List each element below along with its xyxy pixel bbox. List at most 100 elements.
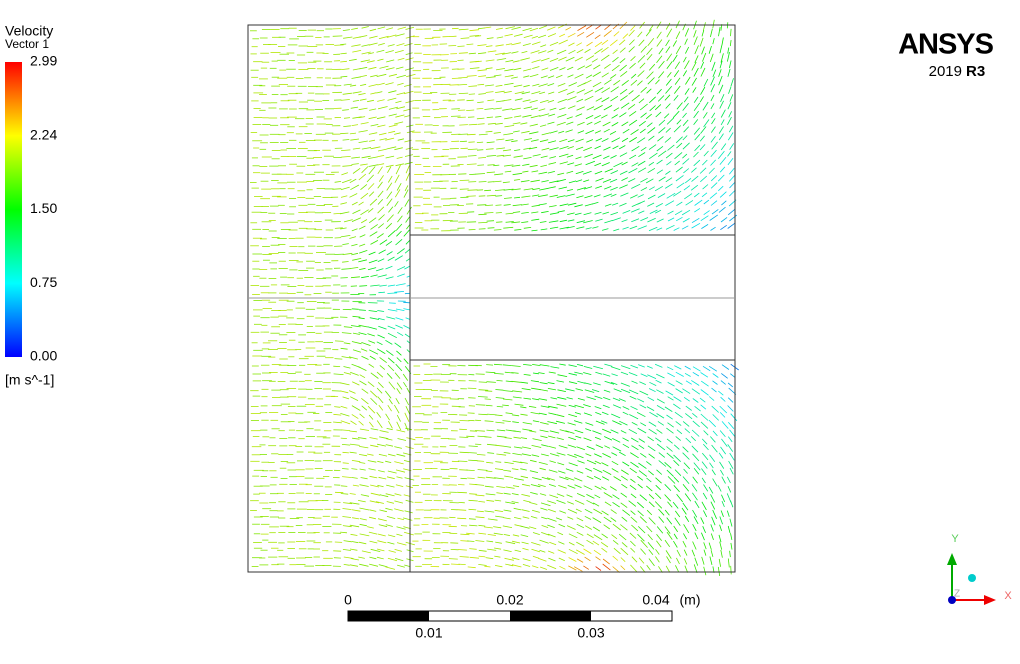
velocity-vector [404, 154, 413, 157]
velocity-vector [469, 524, 478, 527]
velocity-vector [386, 214, 394, 222]
velocity-vector [693, 119, 699, 125]
velocity-vector [368, 116, 377, 120]
velocity-vector [385, 82, 394, 86]
velocity-vector [457, 45, 465, 47]
velocity-vector [682, 142, 690, 150]
velocity-vector [710, 175, 718, 182]
velocity-vector [656, 55, 663, 63]
velocity-vector [351, 156, 361, 159]
velocity-vector [683, 468, 688, 474]
velocity-vector [540, 75, 548, 79]
velocity-vector [721, 373, 728, 379]
velocity-vector [613, 79, 621, 86]
velocity-vector [640, 548, 647, 555]
velocity-vector [468, 85, 478, 87]
velocity-vector [565, 476, 575, 481]
velocity-vector [612, 145, 619, 150]
velocity-vector [657, 95, 665, 102]
velocity-vector [378, 476, 387, 480]
velocity-vector [682, 502, 689, 511]
velocity-vector [359, 518, 367, 521]
velocity-vector [549, 226, 559, 229]
velocity-vector [504, 74, 514, 78]
velocity-vector [394, 342, 402, 348]
velocity-vector [558, 470, 566, 474]
velocity-vector [567, 96, 577, 101]
velocity-vector [673, 533, 678, 540]
velocity-vector [566, 116, 573, 120]
velocity-vector [378, 223, 385, 229]
velocity-vector [485, 476, 496, 479]
velocity-vector [619, 64, 627, 72]
velocity-vector [666, 517, 673, 525]
velocity-vector [620, 70, 628, 77]
velocity-vector [629, 532, 637, 539]
velocity-vector [387, 309, 398, 312]
velocity-vector [511, 493, 519, 496]
velocity-vector [646, 54, 653, 61]
velocity-vector [559, 565, 566, 570]
velocity-vector [359, 66, 368, 70]
velocity-vector [367, 183, 375, 190]
legend-tick-label: 1.50 [30, 200, 57, 216]
velocity-vector [514, 115, 522, 118]
velocity-vector [567, 501, 574, 505]
legend-tick-label: 2.24 [30, 126, 57, 142]
velocity-vector [684, 493, 692, 502]
velocity-vector [603, 105, 613, 111]
velocity-vector [396, 429, 406, 433]
velocity-vector [386, 516, 396, 519]
velocity-vector [469, 35, 480, 37]
velocity-vector [556, 179, 566, 183]
velocity-vector [368, 66, 377, 70]
velocity-vector [539, 382, 548, 385]
velocity-vector [664, 113, 670, 119]
velocity-vector [594, 494, 601, 499]
velocity-vector [655, 209, 662, 214]
velocity-vector [394, 291, 405, 293]
velocity-vector [613, 388, 622, 393]
velocity-vector [683, 558, 688, 565]
velocity-vector [693, 564, 698, 574]
velocity-vector [583, 186, 593, 190]
velocity-vector [547, 500, 557, 504]
velocity-vector [729, 60, 732, 69]
velocity-vector [655, 549, 660, 555]
velocity-vector [351, 509, 361, 512]
velocity-vector [638, 462, 647, 469]
velocity-vector [727, 222, 736, 229]
velocity-vector [521, 388, 531, 391]
velocity-vector [630, 564, 638, 573]
velocity-vector [513, 33, 523, 37]
velocity-vector [375, 268, 384, 272]
velocity-vector [620, 547, 629, 556]
velocity-vector [685, 380, 692, 385]
velocity-vector [637, 398, 645, 403]
velocity-vector [647, 202, 655, 207]
velocity-vector [584, 153, 593, 158]
velocity-vector [594, 485, 602, 490]
velocity-vector [511, 51, 519, 54]
velocity-vector [576, 549, 585, 555]
velocity-vector [630, 194, 638, 199]
velocity-vector [505, 412, 513, 415]
velocity-vector [604, 380, 615, 385]
velocity-vector [522, 446, 531, 449]
velocity-vector [613, 31, 620, 37]
velocity-vector [685, 437, 692, 444]
velocity-vector [694, 500, 700, 509]
velocity-vector [547, 121, 555, 125]
velocity-vector [646, 71, 654, 79]
velocity-vector [730, 413, 738, 422]
velocity-vector [565, 193, 575, 197]
velocity-vector [403, 301, 410, 304]
velocity-vector [523, 147, 531, 150]
velocity-vector [727, 525, 731, 534]
velocity-vector [396, 421, 402, 431]
velocity-vector [385, 460, 392, 463]
velocity-vector [692, 87, 697, 93]
velocity-vector [709, 192, 718, 199]
velocity-vector [613, 547, 621, 555]
velocity-vector [541, 525, 549, 528]
